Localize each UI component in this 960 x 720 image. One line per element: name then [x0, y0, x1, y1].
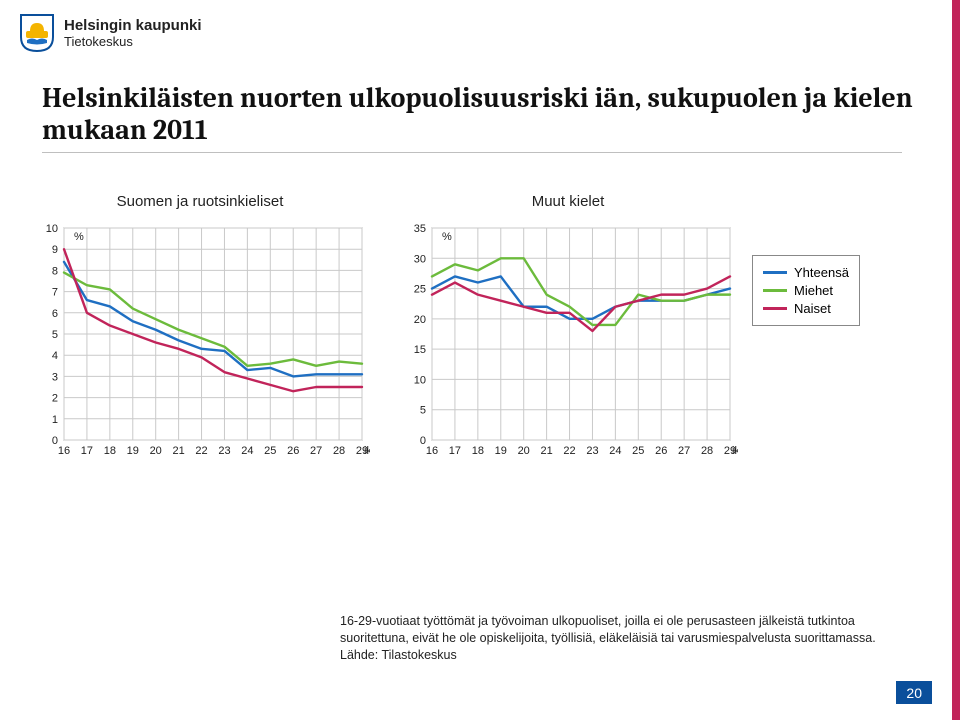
charts-row: Suomen ja ruotsinkieliset 01234567891016…: [0, 157, 960, 466]
legend: Yhteensä Miehet Naiset: [752, 255, 860, 326]
chart-right-wrap: Muut kielet 0510152025303516171819202122…: [398, 193, 738, 466]
chart-left-title: Suomen ja ruotsinkieliset: [117, 193, 284, 210]
svg-text:24: 24: [241, 445, 253, 457]
svg-text:ikä: ikä: [732, 445, 738, 457]
svg-text:26: 26: [287, 445, 299, 457]
legend-swatch: [763, 271, 787, 274]
svg-text:28: 28: [333, 445, 345, 457]
svg-text:28: 28: [701, 445, 713, 457]
svg-text:25: 25: [632, 445, 644, 457]
legend-swatch: [763, 307, 787, 310]
svg-text:7: 7: [52, 287, 58, 299]
svg-text:1: 1: [52, 414, 58, 426]
page-title: Helsinkiläisten nuorten ulkopuolisuusris…: [42, 82, 920, 146]
svg-text:20: 20: [414, 314, 426, 326]
page-number: 20: [896, 681, 932, 704]
svg-text:10: 10: [46, 223, 58, 235]
svg-text:19: 19: [495, 445, 507, 457]
svg-text:8: 8: [52, 266, 58, 278]
svg-text:21: 21: [540, 445, 552, 457]
svg-text:30: 30: [414, 254, 426, 266]
svg-text:%: %: [442, 231, 452, 243]
legend-label: Miehet: [794, 283, 833, 298]
svg-text:26: 26: [655, 445, 667, 457]
svg-text:22: 22: [195, 445, 207, 457]
svg-text:19: 19: [127, 445, 139, 457]
org-name: Helsingin kaupunki: [64, 18, 202, 33]
svg-text:20: 20: [150, 445, 162, 457]
svg-text:5: 5: [52, 329, 58, 341]
svg-text:35: 35: [414, 223, 426, 235]
svg-text:22: 22: [563, 445, 575, 457]
chart-left: 0123456789101617181920212223242526272829…: [30, 218, 370, 466]
svg-text:24: 24: [609, 445, 621, 457]
svg-text:3: 3: [52, 372, 58, 384]
svg-text:5: 5: [420, 405, 426, 417]
title-block: Helsinkiläisten nuorten ulkopuolisuusris…: [0, 54, 960, 157]
slide: Helsingin kaupunki Tietokeskus Helsinkil…: [0, 0, 960, 720]
svg-text:%: %: [74, 231, 84, 243]
svg-text:ikä: ikä: [364, 445, 370, 457]
svg-text:25: 25: [414, 284, 426, 296]
svg-text:17: 17: [81, 445, 93, 457]
footnote: 16-29-vuotiaat työttömät ja työvoiman ul…: [340, 613, 900, 664]
legend-label: Naiset: [794, 301, 831, 316]
svg-text:18: 18: [104, 445, 116, 457]
svg-text:2: 2: [52, 393, 58, 405]
legend-swatch: [763, 289, 787, 292]
org-subunit: Tietokeskus: [64, 35, 202, 48]
org-text: Helsingin kaupunki Tietokeskus: [64, 18, 202, 48]
chart-right: 0510152025303516171819202122232425262728…: [398, 218, 738, 466]
svg-text:6: 6: [52, 308, 58, 320]
title-rule: [42, 152, 902, 153]
svg-text:23: 23: [586, 445, 598, 457]
legend-label: Yhteensä: [794, 265, 849, 280]
shield-icon: [19, 13, 55, 53]
svg-text:21: 21: [172, 445, 184, 457]
header: Helsingin kaupunki Tietokeskus: [0, 0, 960, 54]
city-logo: [18, 12, 56, 54]
svg-text:17: 17: [449, 445, 461, 457]
svg-text:4: 4: [52, 351, 58, 363]
chart-right-title: Muut kielet: [532, 193, 605, 210]
svg-text:25: 25: [264, 445, 276, 457]
legend-item-yhteensa: Yhteensä: [763, 265, 849, 280]
svg-text:16: 16: [58, 445, 70, 457]
svg-text:23: 23: [218, 445, 230, 457]
legend-item-miehet: Miehet: [763, 283, 849, 298]
legend-item-naiset: Naiset: [763, 301, 849, 316]
svg-text:18: 18: [472, 445, 484, 457]
svg-text:27: 27: [310, 445, 322, 457]
svg-text:9: 9: [52, 245, 58, 257]
svg-text:15: 15: [414, 345, 426, 357]
chart-left-wrap: Suomen ja ruotsinkieliset 01234567891016…: [30, 193, 370, 466]
svg-text:10: 10: [414, 375, 426, 387]
accent-stripe: [952, 0, 960, 720]
svg-text:20: 20: [518, 445, 530, 457]
svg-text:16: 16: [426, 445, 438, 457]
svg-text:27: 27: [678, 445, 690, 457]
